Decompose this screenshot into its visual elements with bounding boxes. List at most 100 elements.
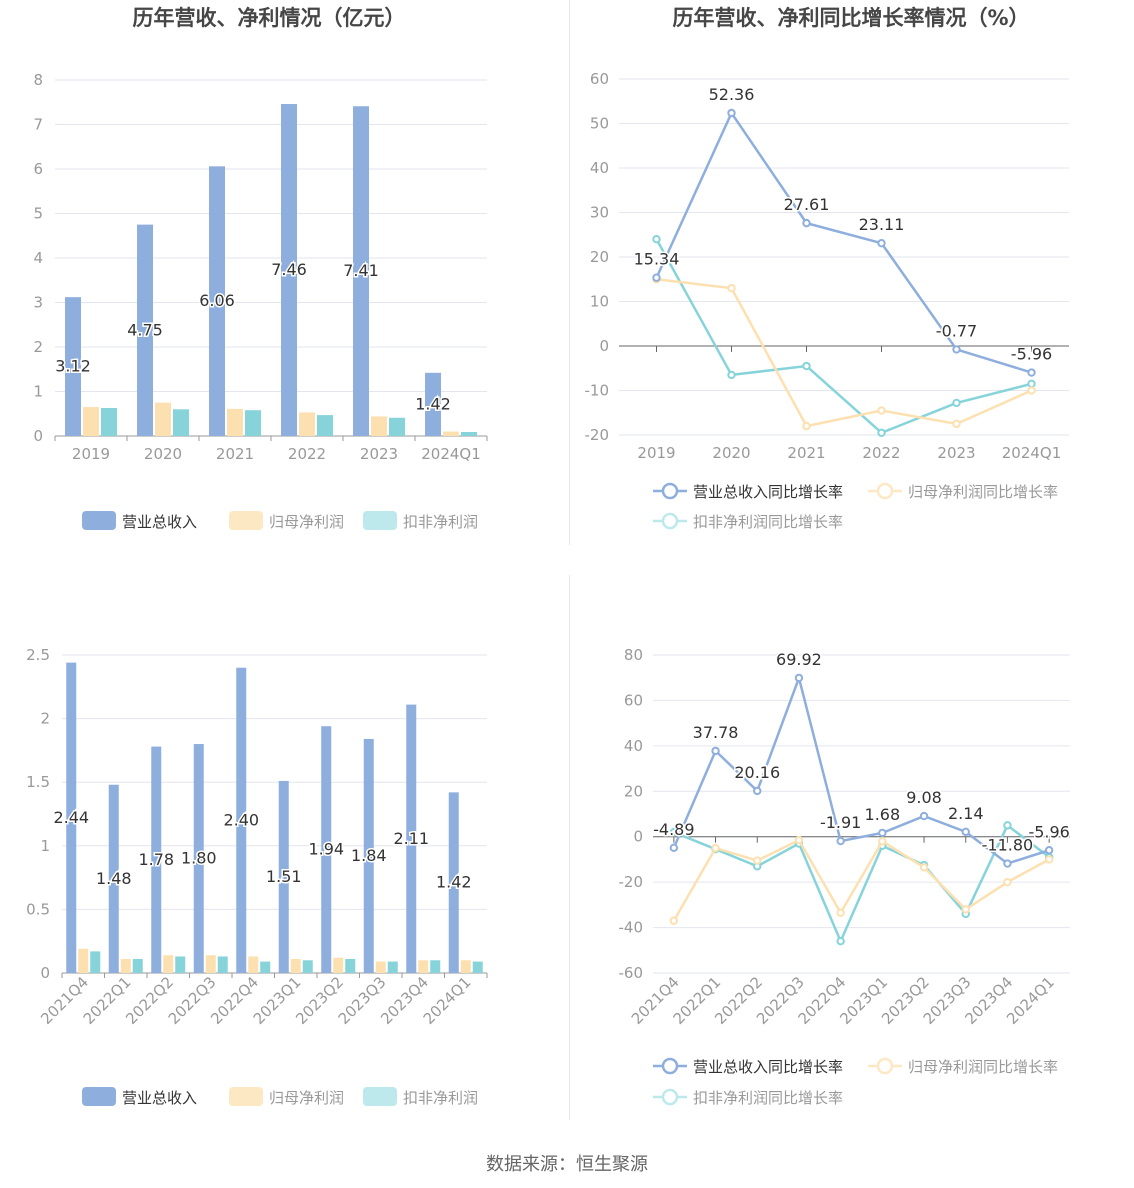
y-tick-label: -60 bbox=[619, 964, 644, 982]
x-tick-label: 2020 bbox=[144, 445, 182, 463]
point-revenue bbox=[802, 218, 811, 228]
series-line-net-profit bbox=[656, 278, 1033, 428]
point-net-profit bbox=[952, 419, 961, 429]
point-revenue bbox=[961, 827, 970, 837]
y-tick-label: 2.5 bbox=[26, 646, 50, 664]
point-deducted-profit bbox=[727, 370, 736, 380]
point-deducted-profit bbox=[802, 361, 811, 371]
data-label: 4.75 bbox=[127, 320, 163, 339]
x-tick-label: 2019 bbox=[72, 445, 110, 463]
data-label: 2.11 bbox=[393, 829, 429, 848]
bar-revenue bbox=[65, 297, 81, 436]
point-net-profit bbox=[1027, 386, 1036, 395]
data-label: 3.12 bbox=[55, 357, 91, 376]
legend-swatch bbox=[363, 1087, 397, 1106]
annual-growth-rate-chart: 历年营收、净利同比增长率情况（%） -20 -10 0 10 20 30 40 50 60 2019… bbox=[567, 0, 1134, 575]
bar-net-profit bbox=[299, 412, 315, 436]
series-line-deducted-profit bbox=[673, 823, 1050, 945]
bar-net-profit bbox=[155, 402, 171, 436]
y-tick-label: 60 bbox=[590, 70, 609, 88]
point-net-profit bbox=[802, 421, 811, 431]
point-revenue bbox=[878, 828, 887, 838]
legend-swatch bbox=[363, 511, 397, 530]
bar-net-profit bbox=[205, 955, 216, 973]
legend-swatch bbox=[82, 1087, 116, 1106]
x-tick-label: 2021 bbox=[787, 444, 825, 462]
bar-revenue bbox=[363, 738, 374, 973]
bar-deducted-profit bbox=[389, 417, 405, 436]
data-label: 6.06 bbox=[199, 291, 235, 310]
data-label: 2.44 bbox=[53, 808, 89, 827]
bar-deducted-profit bbox=[217, 956, 228, 973]
y-tick-label: 4 bbox=[33, 249, 43, 267]
panel-divider-top bbox=[569, 0, 570, 545]
legend-marker bbox=[661, 512, 679, 530]
data-label: 7.46 bbox=[271, 260, 307, 279]
bar-net-profit bbox=[120, 959, 131, 973]
bar-net-profit bbox=[375, 961, 386, 973]
y-tick-label: 8 bbox=[33, 71, 43, 89]
legend-label: 扣非净利润同比增长率 bbox=[693, 513, 843, 531]
bar-revenue bbox=[281, 104, 297, 436]
y-tick-label: 40 bbox=[624, 737, 643, 755]
point-net-profit bbox=[836, 908, 845, 918]
bar-net-profit bbox=[163, 955, 174, 973]
data-label: 9.08 bbox=[906, 788, 942, 807]
point-revenue bbox=[1044, 846, 1054, 855]
x-tick-label: 2024Q1 bbox=[1002, 444, 1062, 462]
bar-revenue bbox=[353, 106, 369, 436]
data-label: 2.14 bbox=[948, 804, 984, 823]
bar-revenue bbox=[448, 792, 459, 973]
x-tick-label: 2020 bbox=[712, 444, 750, 462]
point-revenue bbox=[952, 345, 961, 354]
series-line-deducted-profit bbox=[655, 238, 1032, 435]
data-label: -11.80 bbox=[982, 836, 1034, 855]
legend-marker bbox=[876, 482, 894, 500]
data-label: -0.77 bbox=[936, 321, 977, 340]
bar-net-profit bbox=[83, 407, 99, 436]
point-revenue bbox=[711, 746, 720, 756]
bar-revenue bbox=[108, 784, 119, 973]
point-deducted-profit bbox=[952, 398, 961, 408]
x-tick-label: 2024Q1 bbox=[420, 973, 475, 1028]
bar-deducted-profit bbox=[472, 961, 483, 973]
bar-revenue bbox=[137, 224, 153, 436]
data-label: 1.51 bbox=[266, 867, 302, 886]
data-label: 1.42 bbox=[415, 394, 451, 413]
y-tick-label: 80 bbox=[624, 646, 643, 664]
bar-deducted-profit bbox=[101, 407, 117, 436]
data-label: 7.41 bbox=[343, 261, 379, 280]
y-tick-label: 7 bbox=[33, 116, 43, 134]
y-tick-label: 50 bbox=[590, 115, 609, 133]
y-tick-label: 0.5 bbox=[26, 900, 50, 918]
legend-swatch bbox=[229, 511, 263, 530]
bar-deducted-profit bbox=[387, 961, 398, 973]
y-tick-label: 0 bbox=[40, 964, 50, 982]
panel-divider-bottom bbox=[569, 575, 570, 1120]
bar-revenue bbox=[425, 372, 441, 436]
bar-net-profit bbox=[460, 960, 471, 973]
point-net-profit bbox=[727, 283, 736, 293]
legend-label: 扣非净利润 bbox=[403, 513, 478, 531]
data-label: 1.42 bbox=[436, 873, 472, 892]
point-net-profit bbox=[961, 905, 970, 914]
data-label: 37.78 bbox=[693, 723, 739, 742]
point-net-profit bbox=[1044, 855, 1054, 864]
data-label: 27.61 bbox=[784, 195, 830, 214]
bar-revenue bbox=[193, 744, 204, 973]
bar-revenue bbox=[321, 726, 332, 973]
legend-label: 归母净利润 bbox=[269, 513, 344, 531]
bar-net-profit bbox=[333, 957, 344, 973]
bar-deducted-profit bbox=[345, 959, 356, 973]
bar-deducted-profit bbox=[90, 951, 101, 973]
bar-revenue bbox=[151, 746, 162, 973]
legend-label: 归母净利润同比增长率 bbox=[908, 483, 1058, 501]
point-net-profit bbox=[753, 856, 762, 865]
y-tick-label: 60 bbox=[624, 691, 643, 709]
point-revenue bbox=[877, 238, 886, 248]
point-revenue bbox=[919, 811, 929, 821]
legend-swatch bbox=[229, 1087, 263, 1106]
point-revenue bbox=[1003, 859, 1012, 868]
y-tick-label: 1.5 bbox=[26, 773, 50, 791]
data-label: -5.96 bbox=[1028, 822, 1069, 841]
